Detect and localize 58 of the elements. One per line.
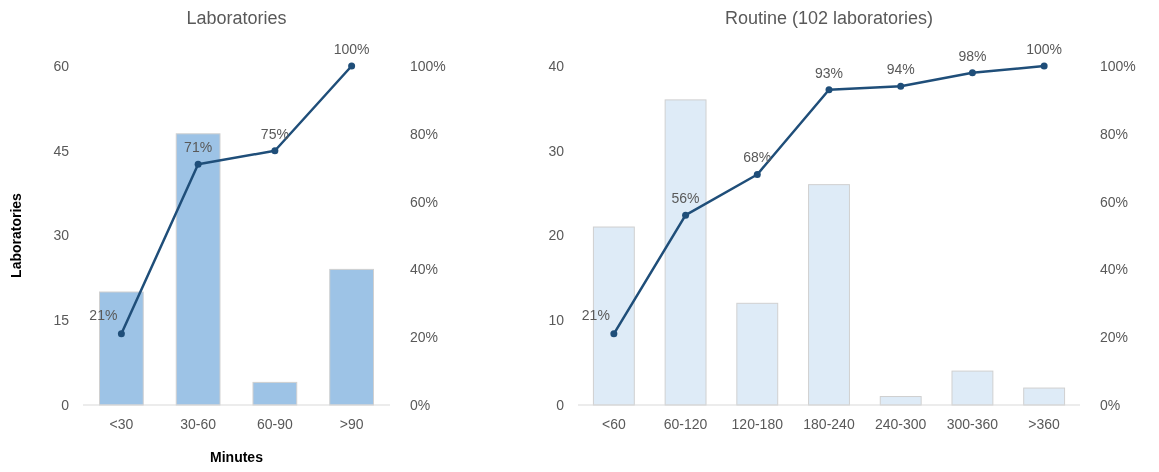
y-tick-label: 40 [548,57,565,74]
y-axis-title: Laboratories [8,192,24,278]
data-label: 75% [260,125,289,142]
y2-tick-label: 20% [1100,329,1129,346]
x-tick-label: 30-60 [180,416,217,432]
point [610,330,618,338]
y2-tick-label: 40% [410,261,439,278]
data-label: 98% [958,47,987,64]
x-tick-label: >90 [339,416,364,432]
x-tick-label: 300-360 [946,416,999,432]
point [348,62,356,70]
y2-tick-label: 40% [1100,261,1129,278]
y-tick-label: 45 [53,142,70,159]
data-label: 94% [886,61,915,78]
y-tick-label: 0 [556,396,565,413]
y2-tick-label: 60% [410,193,439,210]
point [825,86,833,94]
y-tick-label: 10 [548,312,565,329]
y2-tick-label: 80% [410,125,439,142]
point [968,69,976,77]
x-tick-label: >360 [1028,416,1061,432]
point [117,330,125,338]
data-label: 100% [1026,41,1063,57]
y-tick-label: 20 [548,227,565,244]
point [194,160,202,168]
y-tick-label: 30 [53,227,70,244]
point [271,147,279,155]
y2-tick-label: 20% [410,329,439,346]
x-axis-title: Minutes [210,449,264,465]
y-tick-label: 30 [548,142,565,159]
y2-tick-label: 80% [1100,125,1129,142]
data-label: 68% [743,149,772,166]
y-tick-label: 15 [53,312,70,329]
chart-title: Laboratories [186,8,287,28]
x-tick-label: 180-240 [803,416,855,432]
y2-tick-label: 60% [1100,193,1129,210]
point [897,82,905,90]
x-tick-label: <30 [109,416,134,432]
data-label: 21% [581,306,610,323]
y2-tick-label: 100% [1100,57,1136,74]
chart-title: Routine (102 laboratories) [724,8,934,28]
x-tick-label: 60-120 [663,416,708,432]
data-label: 93% [814,64,844,81]
data-label: 71% [184,139,213,156]
point [753,170,761,178]
y-tick-label: 0 [61,396,70,413]
data-label: 100% [333,41,370,57]
y2-tick-label: 0% [410,396,431,413]
y-tick-label: 60 [53,57,70,74]
point [1040,62,1048,70]
x-tick-label: 120-180 [731,416,784,432]
x-tick-label: <60 [601,416,626,432]
x-tick-label: 240-300 [875,416,927,432]
y2-tick-label: 100% [410,57,446,74]
point [682,211,690,219]
data-label: 56% [671,190,700,207]
y2-tick-label: 0% [1100,396,1121,413]
x-tick-label: 60-90 [256,416,293,432]
